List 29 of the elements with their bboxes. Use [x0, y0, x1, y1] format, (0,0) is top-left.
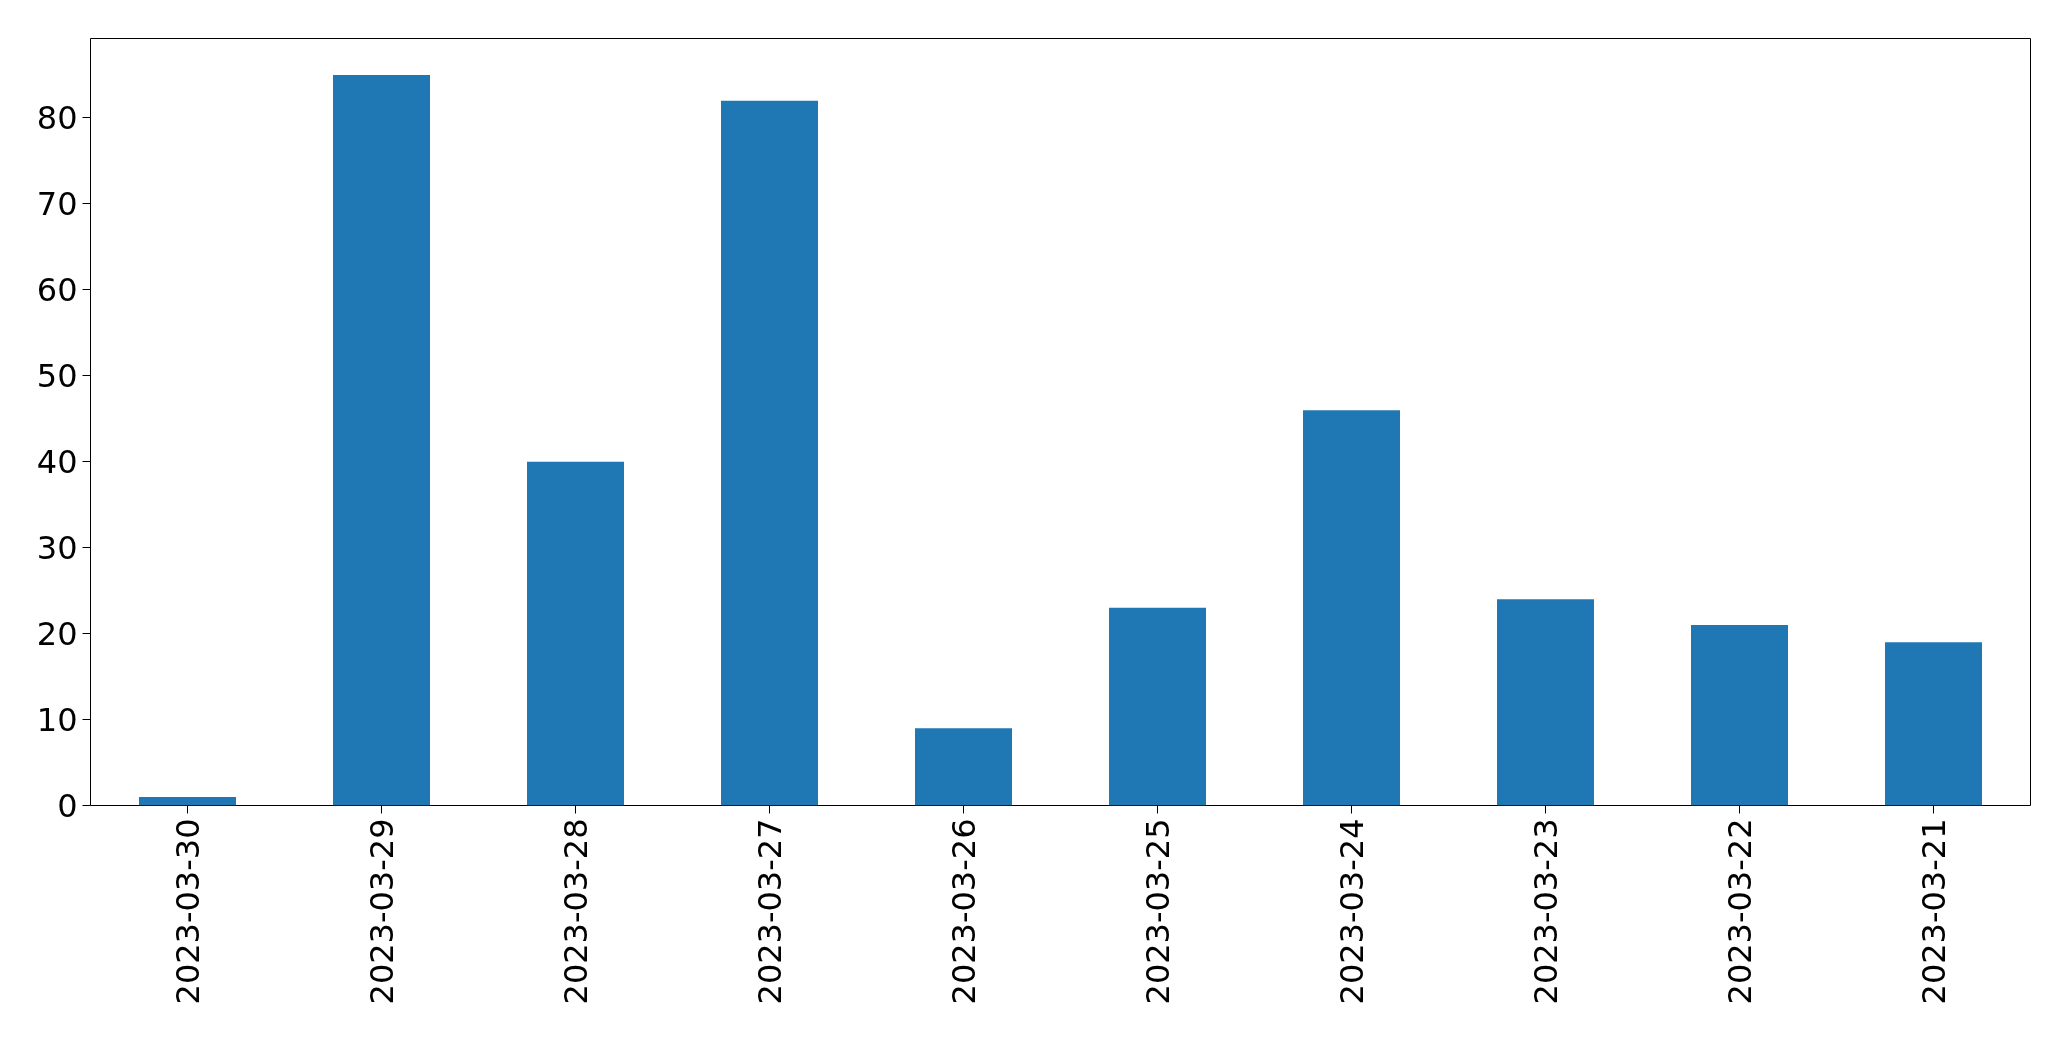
bar — [721, 100, 818, 806]
bar — [915, 728, 1012, 806]
bar — [1109, 607, 1206, 806]
bar — [527, 461, 624, 806]
y-tick-label: 80 — [36, 99, 78, 138]
bar — [1691, 625, 1788, 806]
bar — [1497, 599, 1594, 806]
x-tick-label: 2023-03-27 — [751, 818, 789, 1005]
x-tick-label: 2023-03-23 — [1527, 818, 1565, 1005]
x-tick-label: 2023-03-25 — [1139, 818, 1177, 1005]
y-tick-label: 30 — [36, 529, 78, 568]
x-tick-label: 2023-03-30 — [169, 818, 207, 1005]
bar — [1885, 642, 1982, 806]
y-tick-label: 0 — [57, 787, 78, 825]
y-tick-label: 10 — [36, 701, 78, 740]
y-tick-label: 40 — [36, 443, 78, 482]
x-tick-label: 2023-03-24 — [1333, 818, 1371, 1005]
x-tick-label: 2023-03-28 — [557, 818, 595, 1005]
bar — [139, 796, 236, 806]
bar — [333, 75, 430, 806]
y-tick-label: 70 — [36, 185, 78, 224]
x-tick-label: 2023-03-26 — [945, 818, 983, 1005]
x-tick-label: 2023-03-29 — [363, 818, 401, 1005]
bar — [1303, 410, 1400, 806]
x-tick-label: 2023-03-21 — [1915, 818, 1953, 1005]
x-tick-label: 2023-03-22 — [1721, 818, 1759, 1005]
y-tick-label: 20 — [36, 615, 78, 654]
y-tick-label: 50 — [36, 357, 78, 396]
y-tick-label: 60 — [36, 271, 78, 310]
